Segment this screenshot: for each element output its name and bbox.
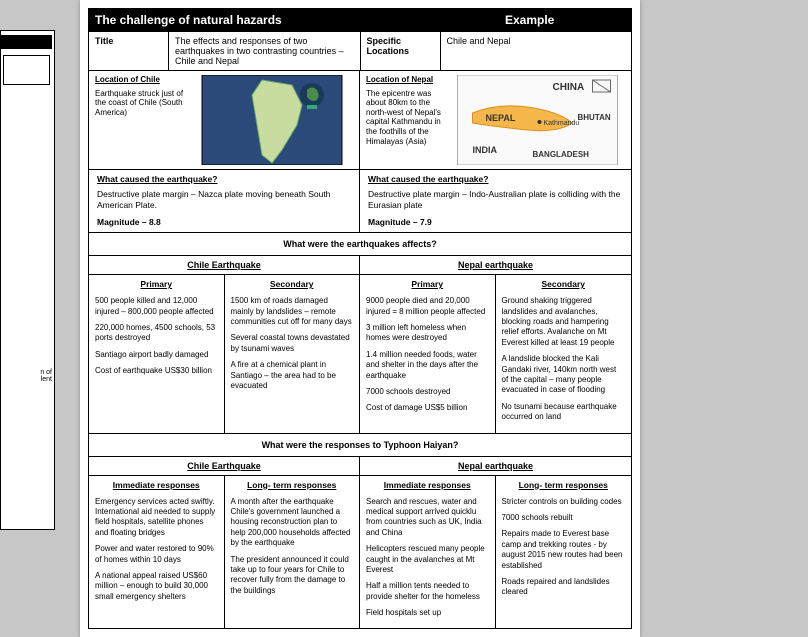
frag-text-2: lent xyxy=(1,376,52,383)
np2: 3 million left homeless when homes were … xyxy=(366,323,489,344)
chile-magnitude: Magnitude – 8.8 xyxy=(97,217,351,228)
chile-loc-body: Earthquake struck just of the coast of C… xyxy=(95,89,183,117)
np4: 7000 schools destroyed xyxy=(366,387,489,397)
locations-label: Specific Locations xyxy=(361,32,441,70)
title-label: Title xyxy=(89,32,169,70)
worksheet: The challenge of natural hazards Example… xyxy=(88,8,632,629)
svg-text:BHUTAN: BHUTAN xyxy=(578,113,611,122)
np1: 9000 people died and 20,000 injured = 8 … xyxy=(366,296,489,317)
header-title: The challenge of natural hazards xyxy=(95,13,505,27)
nepal-loc-body: The epicentre was about 80km to the nort… xyxy=(366,89,441,146)
chile-loc-heading: Location of Chile xyxy=(95,75,185,85)
nepal-cause-text: Destructive plate margin – Indo-Australi… xyxy=(368,189,623,211)
ci1: Emergency services acted swiftly. Intern… xyxy=(95,497,218,539)
frag-text-1: n of xyxy=(1,369,52,376)
cause-row: What caused the earthquake? Destructive … xyxy=(89,169,631,232)
chile-longterm: Long- term responses A month after the e… xyxy=(225,476,361,629)
nepal-map-cell: Location of Nepal The epicentre was abou… xyxy=(360,71,631,169)
primary-label-1: Primary xyxy=(95,279,218,290)
cs3: A fire at a chemical plant in Santiago –… xyxy=(231,360,354,391)
ns3: No tsunami because earthquake occurred o… xyxy=(502,402,626,423)
nl2: 7000 schools rebuilt xyxy=(502,513,626,523)
chile-cause: What caused the earthquake? Destructive … xyxy=(89,170,360,232)
chile-map xyxy=(191,75,353,165)
chile-label: Chile Earthquake xyxy=(89,256,360,274)
nepal-label-2: Nepal earthquake xyxy=(360,457,631,475)
nepal-loc-heading: Location of Nepal xyxy=(366,75,444,85)
immediate-label-1: Immediate responses xyxy=(95,480,218,491)
nepal-immediate: Immediate responses Search and rescues, … xyxy=(360,476,496,629)
chile-primary: Primary 500 people killed and 12,000 inj… xyxy=(89,275,225,432)
svg-text:CHINA: CHINA xyxy=(553,82,585,93)
small-box-1 xyxy=(3,55,50,85)
responses-country-row: Chile Earthquake Nepal earthquake xyxy=(89,456,631,475)
effects-detail-row: Primary 500 people killed and 12,000 inj… xyxy=(89,274,631,432)
black-bar xyxy=(1,35,52,49)
secondary-label-2: Secondary xyxy=(502,279,626,290)
nepal-magnitude: Magnitude – 7.9 xyxy=(368,217,623,228)
ci2: Power and water restored to 90% of homes… xyxy=(95,544,218,565)
cl1: A month after the earthquake Chile's gov… xyxy=(231,497,354,549)
nepal-secondary: Secondary Ground shaking triggered lands… xyxy=(496,275,632,432)
cp4: Cost of earthquake US$30 billion xyxy=(95,366,218,376)
nl4: Roads repaired and landslides cleared xyxy=(502,577,626,598)
chile-location-text: Location of Chile Earthquake struck just… xyxy=(95,75,185,165)
svg-text:Kathmandu: Kathmandu xyxy=(544,120,580,127)
nepal-map: CHINA NEPAL Kathmandu BHUTAN INDIA BANGL… xyxy=(450,75,625,165)
cp2: 220,000 homes, 4500 schools, 53 ports de… xyxy=(95,323,218,344)
svg-text:INDIA: INDIA xyxy=(473,145,498,155)
np5: Cost of damage US$5 billion xyxy=(366,403,489,413)
chile-map-cell: Location of Chile Earthquake struck just… xyxy=(89,71,360,169)
chile-secondary: Secondary 1500 km of roads damaged mainl… xyxy=(225,275,361,432)
responses-detail-row: Immediate responses Emergency services a… xyxy=(89,475,631,629)
locations-body: Chile and Nepal xyxy=(441,32,632,70)
nepal-location-text: Location of Nepal The epicentre was abou… xyxy=(366,75,444,165)
effects-country-row: Chile Earthquake Nepal earthquake xyxy=(89,255,631,274)
cp3: Santiago airport badly damaged xyxy=(95,350,218,360)
header-example: Example xyxy=(505,13,625,27)
chile-cause-heading: What caused the earthquake? xyxy=(97,174,351,185)
ni4: Field hospitals set up xyxy=(366,608,489,618)
header-bar: The challenge of natural hazards Example xyxy=(89,9,631,31)
ci3: A national appeal raised US$60 million –… xyxy=(95,571,218,602)
title-row: Title The effects and responses of two e… xyxy=(89,31,631,70)
chile-immediate: Immediate responses Emergency services a… xyxy=(89,476,225,629)
svg-text:NEPAL: NEPAL xyxy=(486,113,516,123)
cp1: 500 people killed and 12,000 injured – 8… xyxy=(95,296,218,317)
ni1: Search and rescues, water and medical su… xyxy=(366,497,489,539)
svg-text:BANGLADESH: BANGLADESH xyxy=(533,150,590,159)
effects-header: What were the earthquakes affects? xyxy=(89,232,631,255)
cs2: Several coastal towns devastated by tsun… xyxy=(231,333,354,354)
chile-cause-text: Destructive plate margin – Nazca plate m… xyxy=(97,189,351,211)
ns2: A landslide blocked the Kali Gandaki riv… xyxy=(502,354,626,396)
document-page: The challenge of natural hazards Example… xyxy=(80,0,640,637)
primary-label-2: Primary xyxy=(366,279,489,290)
secondary-label-1: Secondary xyxy=(231,279,354,290)
chile-label-2: Chile Earthquake xyxy=(89,457,360,475)
longterm-label-1: Long- term responses xyxy=(231,480,354,491)
cs1: 1500 km of roads damaged mainly by lands… xyxy=(231,296,354,327)
nepal-label: Nepal earthquake xyxy=(360,256,631,274)
nl3: Repairs made to Everest base camp and tr… xyxy=(502,529,626,571)
responses-header: What were the responses to Typhoon Haiya… xyxy=(89,433,631,456)
longterm-label-2: Long- term responses xyxy=(502,480,626,491)
np3: 1.4 million needed foods, water and shel… xyxy=(366,350,489,381)
map-row: Location of Chile Earthquake struck just… xyxy=(89,70,631,169)
nepal-primary: Primary 9000 people died and 20,000 inju… xyxy=(360,275,496,432)
immediate-label-2: Immediate responses xyxy=(366,480,489,491)
ni2: Helicopters rescued many people caught i… xyxy=(366,544,489,575)
title-body: The effects and responses of two earthqu… xyxy=(169,32,361,70)
ni3: Half a million tents needed to provide s… xyxy=(366,581,489,602)
nl1: Stricter controls on building codes xyxy=(502,497,626,507)
ns1: Ground shaking triggered landslides and … xyxy=(502,296,626,348)
nepal-longterm: Long- term responses Stricter controls o… xyxy=(496,476,632,629)
partial-page-left: n of lent xyxy=(0,30,55,530)
nepal-cause: What caused the earthquake? Destructive … xyxy=(360,170,631,232)
cl2: The president announced it could take up… xyxy=(231,555,354,597)
nepal-cause-heading: What caused the earthquake? xyxy=(368,174,623,185)
